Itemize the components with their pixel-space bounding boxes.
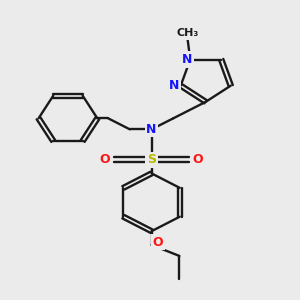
Text: O: O [193, 153, 203, 166]
Text: O: O [152, 236, 163, 249]
Text: N: N [169, 79, 180, 92]
Text: N: N [146, 123, 157, 136]
Text: CH₃: CH₃ [176, 28, 198, 38]
Text: O: O [100, 153, 110, 166]
Text: N: N [182, 53, 192, 66]
Text: S: S [147, 153, 156, 166]
